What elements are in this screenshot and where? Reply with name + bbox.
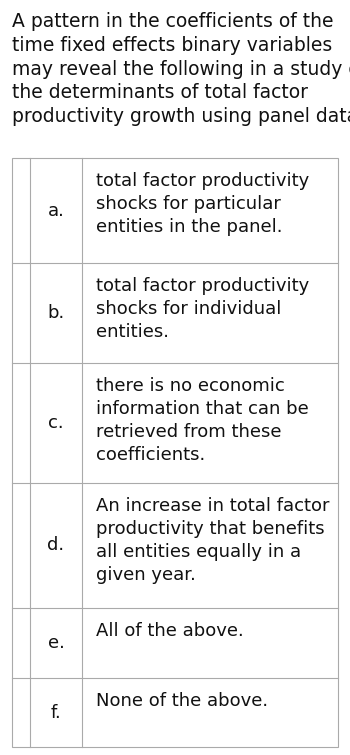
Text: f.: f.: [51, 704, 61, 722]
Text: total factor productivity
shocks for individual
entities.: total factor productivity shocks for ind…: [96, 277, 309, 341]
Text: b.: b.: [47, 304, 65, 322]
Text: An increase in total factor
productivity that benefits
all entities equally in a: An increase in total factor productivity…: [96, 497, 329, 584]
Text: A pattern in the coefficients of the
time fixed effects binary variables
may rev: A pattern in the coefficients of the tim…: [12, 12, 350, 126]
Text: a.: a.: [48, 202, 64, 220]
Text: total factor productivity
shocks for particular
entities in the panel.: total factor productivity shocks for par…: [96, 172, 309, 236]
Text: e.: e.: [48, 634, 64, 652]
Text: d.: d.: [48, 537, 64, 554]
Text: None of the above.: None of the above.: [96, 692, 268, 710]
Text: c.: c.: [48, 414, 64, 432]
Text: All of the above.: All of the above.: [96, 622, 244, 640]
Text: there is no economic
information that can be
retrieved from these
coefficients.: there is no economic information that ca…: [96, 377, 309, 464]
